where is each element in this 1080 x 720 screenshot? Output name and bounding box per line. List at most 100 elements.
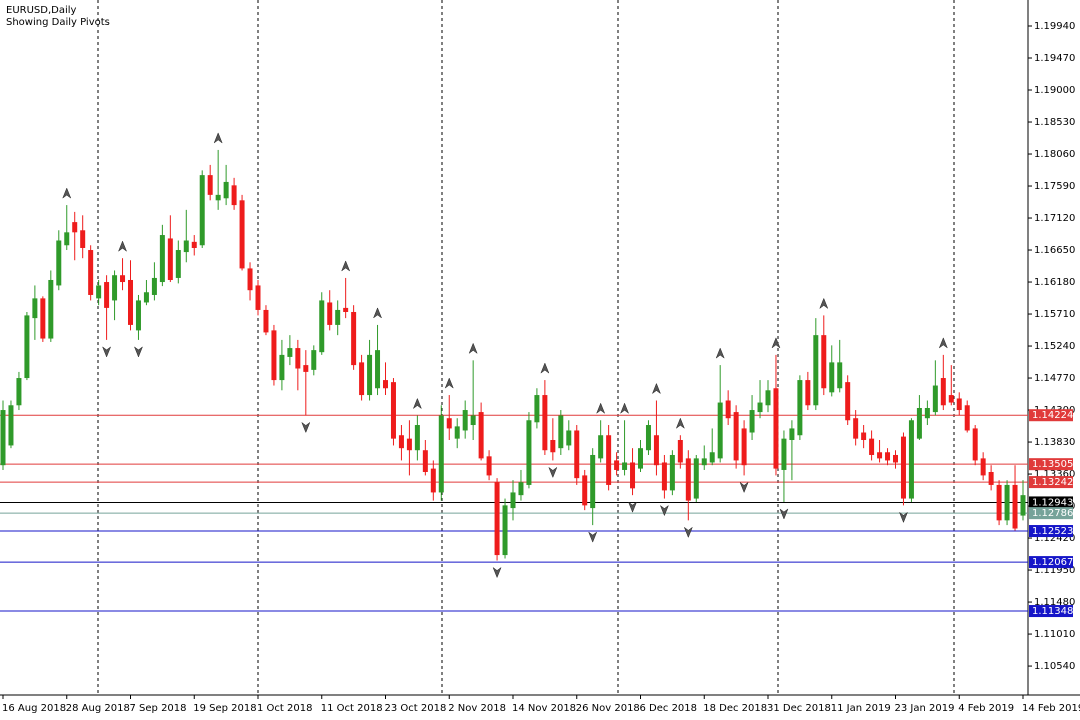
y-tick-label: 1.15710 — [1034, 309, 1075, 320]
candle-body — [128, 279, 133, 325]
candle-body — [72, 222, 78, 233]
fractal-down — [898, 511, 909, 524]
candle-body — [630, 462, 636, 489]
candle-body — [80, 230, 86, 248]
candle-body — [813, 335, 819, 406]
candle-body — [56, 240, 62, 286]
level-label-box — [1029, 476, 1073, 489]
candle-body — [16, 378, 22, 406]
candle-body — [829, 362, 835, 393]
candle-body — [263, 309, 269, 333]
candle-body — [191, 241, 197, 248]
candle-body — [885, 452, 891, 461]
x-tick-label: 28 Aug 2018 — [66, 703, 130, 714]
candle-body — [494, 482, 500, 556]
x-tick-label: 2 Nov 2018 — [448, 703, 506, 714]
candle-body — [422, 450, 428, 473]
candle-body — [327, 302, 333, 325]
x-tick-label: 1 Oct 2018 — [257, 703, 312, 714]
fractal-up — [412, 397, 422, 410]
candle-body — [398, 435, 404, 449]
candle-body — [502, 505, 508, 556]
candle-body — [534, 395, 540, 423]
x-tick-label: 23 Oct 2018 — [385, 703, 447, 714]
candle-body — [853, 418, 859, 439]
candle-body — [606, 435, 612, 485]
level-label-box — [1029, 458, 1073, 471]
y-tick-label: 1.12420 — [1034, 533, 1075, 544]
candle-body — [247, 268, 253, 291]
candle-body — [685, 458, 691, 501]
candle-body — [167, 238, 173, 280]
candle-body — [741, 428, 747, 466]
x-tick-label: 7 Sep 2018 — [130, 703, 187, 714]
fractal-down — [301, 421, 311, 434]
y-tick-label: 1.17590 — [1034, 181, 1075, 192]
candle-body — [462, 410, 468, 431]
x-tick-label: 11 Jan 2019 — [831, 703, 891, 714]
candle-body — [151, 277, 157, 295]
candle-body — [781, 438, 787, 470]
y-tick-label: 1.18530 — [1034, 117, 1075, 128]
candle-body — [645, 425, 651, 451]
candle-body — [143, 292, 149, 303]
candle-body — [845, 382, 851, 421]
candle-body — [869, 438, 875, 455]
y-tick-label: 1.16650 — [1034, 245, 1075, 256]
candle-body — [948, 395, 954, 403]
fractal-up — [596, 402, 606, 414]
candle-body — [653, 435, 659, 466]
level-label-box — [1029, 507, 1073, 520]
fractal-down — [659, 504, 669, 517]
candle-body — [438, 415, 444, 493]
candle-body — [709, 452, 715, 463]
fractal-up — [540, 362, 550, 374]
candle-body — [988, 472, 994, 485]
level-label: 1.12943 — [1032, 497, 1073, 508]
y-tick-label: 1.11950 — [1034, 565, 1075, 576]
candle-body — [207, 175, 213, 195]
candle-body — [980, 458, 986, 476]
fractal-up — [372, 307, 383, 319]
level-label: 1.12786 — [1032, 508, 1073, 519]
candle-body — [582, 475, 588, 506]
candle-body — [287, 348, 293, 357]
candle-body — [414, 425, 420, 451]
x-tick-label: 14 Nov 2018 — [512, 703, 576, 714]
candle-body — [877, 452, 883, 459]
fractal-down — [492, 566, 502, 579]
y-tick-label: 1.11480 — [1034, 597, 1075, 608]
candle-body — [478, 412, 484, 459]
candle-body — [510, 492, 516, 509]
fractal-up — [213, 132, 223, 144]
candle-body — [454, 426, 460, 439]
fractal-down — [779, 508, 789, 520]
candle-body — [120, 275, 126, 283]
y-tick-label: 1.17120 — [1034, 213, 1075, 224]
candle-body — [893, 454, 898, 463]
x-tick-label: 4 Feb 2019 — [958, 703, 1014, 714]
y-tick-label: 1.10540 — [1034, 661, 1075, 672]
level-label: 1.12067 — [1032, 557, 1073, 568]
level-label: 1.12523 — [1032, 526, 1073, 537]
candle-body — [932, 385, 938, 413]
candle-body — [48, 279, 54, 339]
candle-body — [797, 380, 803, 436]
candle-body — [1012, 484, 1018, 529]
fractal-up — [938, 337, 948, 349]
fractal-down — [739, 481, 749, 494]
fractal-up — [62, 187, 72, 199]
candle-body — [96, 285, 102, 299]
candle-body — [789, 428, 795, 441]
candle-body — [908, 420, 914, 499]
candle-body — [390, 382, 396, 439]
level-label: 1.14224 — [1032, 410, 1073, 421]
x-tick-label: 14 Feb 2019 — [1022, 703, 1080, 714]
candle-body — [159, 235, 165, 283]
fractal-up — [341, 260, 351, 272]
candle-body — [64, 232, 70, 246]
candle-body — [303, 365, 309, 372]
candle-body — [717, 402, 723, 459]
